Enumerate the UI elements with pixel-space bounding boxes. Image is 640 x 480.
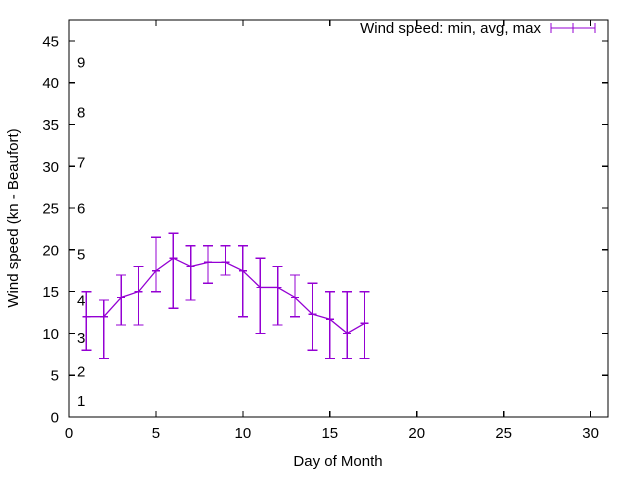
y-tick-label: 35 (42, 117, 59, 134)
beaufort-label-5: 5 (77, 247, 85, 264)
error-bar (185, 245, 196, 301)
y-tick-label: 0 (51, 410, 59, 427)
beaufort-label-8: 8 (77, 104, 85, 121)
average-series-line (86, 257, 365, 335)
error-bar (168, 232, 179, 309)
y-axis-title: Wind speed (kn - Beaufort) (5, 128, 22, 307)
error-bar (272, 265, 283, 326)
x-axis-title: Day of Month (293, 453, 382, 470)
error-bar (290, 274, 301, 318)
y-axis-tick-labels: 0 5 10 15 20 25 30 35 40 45 (42, 33, 59, 426)
y-tick-label: 30 (42, 159, 59, 176)
beaufort-label-4: 4 (77, 292, 85, 309)
y-tick-label: 25 (42, 201, 59, 218)
beaufort-label-9: 9 (77, 54, 85, 71)
beaufort-label-1: 1 (77, 393, 85, 410)
x-tick-label: 15 (321, 425, 338, 442)
x-tick-label: 30 (582, 425, 599, 442)
x-tick-label: 25 (495, 425, 512, 442)
beaufort-label-2: 2 (77, 364, 85, 381)
plot-frame (68, 19, 609, 418)
y-tick-label: 5 (51, 368, 59, 385)
error-bar (116, 274, 127, 326)
y-tick-label: 10 (42, 326, 59, 343)
beaufort-scale-labels: 1 2 3 4 5 6 7 8 9 (77, 54, 85, 409)
y-tick-label: 20 (42, 242, 59, 259)
legend-errorbar-sample (550, 23, 596, 33)
beaufort-label-6: 6 (77, 201, 85, 218)
y-tick-label: 15 (42, 284, 59, 301)
error-bar (307, 282, 318, 351)
error-bar (324, 290, 335, 360)
error-bar (203, 245, 214, 284)
beaufort-label-3: 3 (77, 330, 85, 347)
legend-entry-label: Wind speed: min, avg, max (360, 20, 541, 37)
beaufort-label-7: 7 (77, 155, 85, 172)
y-tick-label: 40 (42, 75, 59, 92)
error-bar (237, 245, 248, 318)
error-bar (255, 257, 266, 335)
y-tick-label: 45 (42, 33, 59, 50)
x-tick-label: 20 (408, 425, 425, 442)
legend[interactable]: Wind speed: min, avg, max (360, 20, 596, 37)
plot-border (68, 19, 609, 418)
x-tick-label: 10 (235, 425, 252, 442)
error-bar (220, 245, 231, 276)
error-bar (342, 290, 353, 360)
axis-ticks (68, 20, 608, 418)
x-tick-label: 0 (65, 425, 73, 442)
error-bar (98, 299, 109, 360)
x-tick-label: 5 (152, 425, 160, 442)
x-axis-tick-labels: 0 5 10 15 20 25 30 (65, 425, 599, 442)
error-bar (150, 236, 161, 293)
error-bar (133, 265, 144, 326)
